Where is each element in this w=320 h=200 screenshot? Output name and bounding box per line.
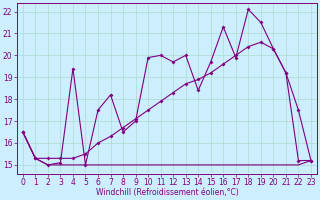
X-axis label: Windchill (Refroidissement éolien,°C): Windchill (Refroidissement éolien,°C): [96, 188, 238, 197]
